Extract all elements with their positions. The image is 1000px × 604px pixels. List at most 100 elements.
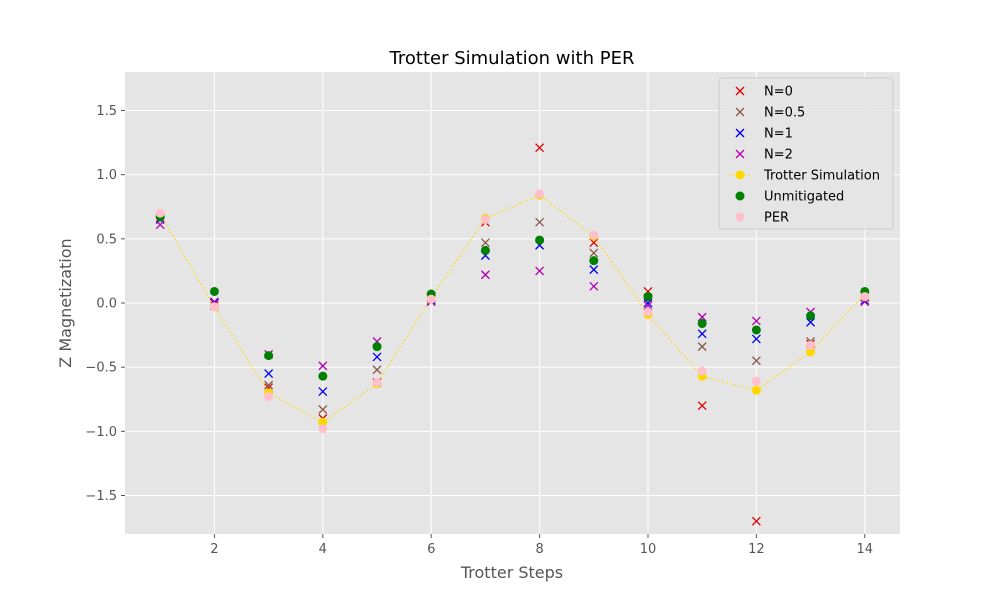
data-point-per bbox=[264, 392, 274, 402]
data-point-n-0 bbox=[751, 516, 761, 526]
x-marker-stroke bbox=[155, 220, 165, 230]
x-marker-stroke bbox=[643, 301, 653, 311]
legend-swatch bbox=[735, 86, 745, 96]
x-marker-stroke bbox=[480, 270, 490, 280]
axis-ticks: 2 4 6 8 10 12 14 −1.5 −1.0 −0.5 0.0 0.5 1.0 1.5 bbox=[85, 104, 873, 557]
data-point-n-1 bbox=[643, 298, 653, 308]
data-point-n-0-5 bbox=[535, 217, 545, 227]
data-point-per bbox=[806, 340, 816, 350]
x-marker-stroke bbox=[735, 86, 745, 96]
legend-swatch bbox=[735, 212, 745, 222]
data-point-unmitigated bbox=[318, 371, 328, 381]
x-marker-stroke bbox=[697, 329, 707, 339]
x-marker-stroke bbox=[318, 405, 328, 414]
x-marker-stroke bbox=[264, 380, 274, 390]
data-point-n-0 bbox=[697, 401, 707, 411]
data-point-n-2 bbox=[480, 270, 490, 280]
x-marker-stroke bbox=[589, 265, 599, 275]
series-per bbox=[155, 189, 870, 434]
legend-item-n-2: N=2 bbox=[735, 148, 793, 163]
data-point-per bbox=[155, 208, 165, 218]
legend-item-per: PER bbox=[735, 211, 789, 226]
x-marker-stroke bbox=[480, 238, 490, 248]
x-marker-stroke bbox=[735, 149, 745, 159]
x-marker-stroke bbox=[589, 248, 599, 258]
data-point-unmitigated bbox=[264, 351, 274, 361]
legend-box bbox=[718, 77, 894, 230]
x-marker-stroke bbox=[318, 361, 328, 371]
data-point-unmitigated bbox=[535, 235, 545, 245]
x-marker-stroke bbox=[372, 365, 382, 375]
x-marker-stroke bbox=[735, 128, 745, 138]
x-tick-label: 4 bbox=[319, 542, 327, 557]
x-tick-label: 14 bbox=[856, 542, 873, 557]
x-marker-stroke bbox=[535, 266, 545, 276]
x-marker-stroke bbox=[535, 217, 545, 227]
legend-label: Unmitigated bbox=[764, 190, 844, 205]
data-point-per bbox=[860, 292, 870, 302]
data-point-n-1 bbox=[697, 329, 707, 339]
data-point-n-0-5 bbox=[751, 356, 761, 366]
y-tick-label: −1.5 bbox=[85, 489, 117, 504]
data-point-per bbox=[643, 307, 653, 317]
x-axis-label: Trotter Steps bbox=[460, 563, 563, 582]
data-point-per bbox=[535, 189, 545, 199]
data-point-n-2 bbox=[697, 312, 707, 322]
trotter-simulation-line bbox=[159, 194, 866, 424]
data-point-n-0-5 bbox=[372, 365, 382, 375]
data-point-unmitigated bbox=[806, 311, 816, 321]
x-tick-label: 10 bbox=[640, 542, 657, 557]
data-point-per bbox=[426, 294, 436, 304]
data-point-unmitigated bbox=[643, 292, 653, 302]
data-point-trotter-simulation bbox=[806, 347, 816, 357]
data-point-unmitigated bbox=[480, 245, 490, 255]
y-tick-label: −0.5 bbox=[85, 361, 117, 376]
legend-swatch bbox=[735, 149, 745, 159]
legend-label: PER bbox=[764, 211, 789, 226]
x-marker-stroke bbox=[643, 298, 653, 308]
data-point-n-1 bbox=[806, 317, 816, 327]
data-point-n-2 bbox=[155, 220, 165, 230]
data-point-per bbox=[697, 366, 707, 376]
x-marker-stroke bbox=[589, 281, 599, 291]
x-tick-label: 6 bbox=[427, 542, 435, 557]
data-point-n-2 bbox=[535, 266, 545, 276]
legend-label: N=0.5 bbox=[764, 106, 805, 121]
x-marker-stroke bbox=[806, 317, 816, 327]
y-tick-label: 0.5 bbox=[96, 232, 117, 247]
x-marker-stroke bbox=[264, 369, 274, 379]
data-point-n-1 bbox=[264, 369, 274, 379]
x-marker-stroke bbox=[697, 401, 707, 411]
legend-item-unmitigated: Unmitigated bbox=[735, 190, 844, 205]
x-tick-label: 2 bbox=[210, 542, 218, 557]
data-point-unmitigated bbox=[697, 319, 707, 329]
x-marker-stroke bbox=[535, 143, 545, 153]
data-point-n-0-5 bbox=[480, 238, 490, 248]
data-point-n-1 bbox=[372, 352, 382, 362]
data-point-per bbox=[372, 378, 382, 388]
x-marker-stroke bbox=[697, 342, 707, 352]
y-tick-label: 0.0 bbox=[96, 297, 117, 312]
data-point-n-2 bbox=[751, 316, 761, 326]
legend-item-trotter-simulation: Trotter Simulation bbox=[728, 169, 880, 184]
legend-item-n-0: N=0 bbox=[735, 85, 793, 100]
data-point-n-1 bbox=[589, 265, 599, 275]
data-point-trotter-simulation bbox=[318, 417, 328, 427]
data-point-n-0-5 bbox=[589, 248, 599, 258]
x-marker-stroke bbox=[751, 516, 761, 526]
data-point-n-0-5 bbox=[264, 380, 274, 390]
legend-label: N=1 bbox=[764, 127, 793, 142]
data-point-per bbox=[318, 424, 328, 434]
series-unmitigated bbox=[155, 212, 870, 381]
legend-item-n-0-5: N=0.5 bbox=[735, 106, 805, 121]
data-point-unmitigated bbox=[209, 286, 219, 296]
data-point-n-2 bbox=[643, 301, 653, 311]
x-marker-stroke bbox=[751, 334, 761, 344]
legend: N=0 N=0.5 N=1 N=2 Trotter Simulation Unmitiga… bbox=[718, 77, 894, 230]
data-point-n-2 bbox=[318, 361, 328, 371]
data-point-n-2 bbox=[589, 281, 599, 291]
x-tick-label: 12 bbox=[748, 542, 765, 557]
data-point-n-1 bbox=[751, 334, 761, 344]
data-point-n-0-5 bbox=[697, 342, 707, 352]
